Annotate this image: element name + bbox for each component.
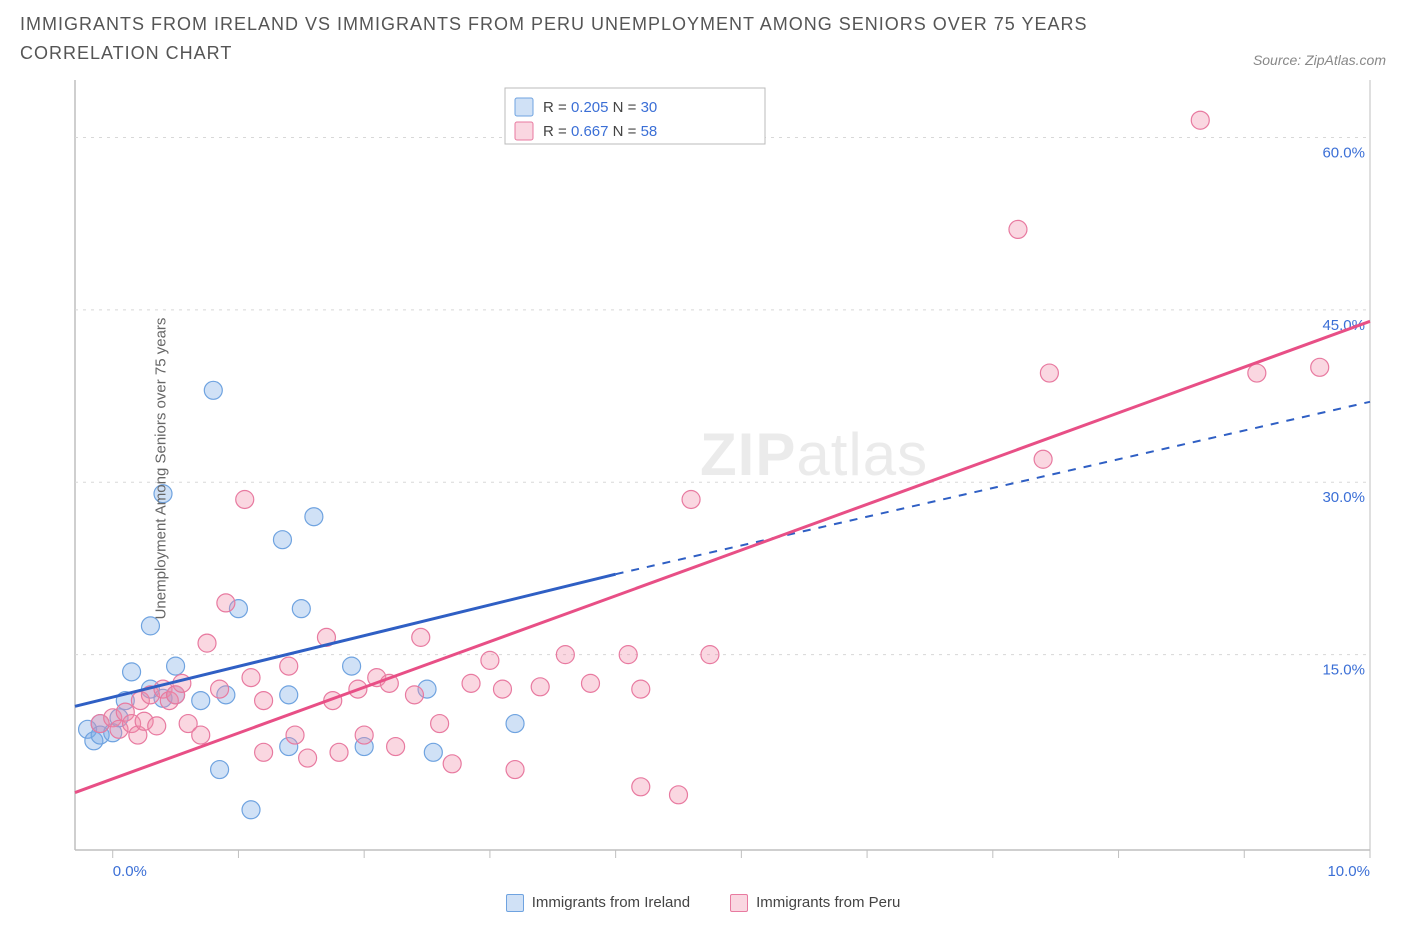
data-point <box>581 674 599 692</box>
legend-swatch <box>730 894 748 912</box>
data-point <box>255 743 273 761</box>
data-point <box>198 634 216 652</box>
legend-label: Immigrants from Peru <box>756 894 900 911</box>
data-point <box>211 760 229 778</box>
data-point <box>424 743 442 761</box>
data-point <box>211 680 229 698</box>
chart-container: Unemployment Among Seniors over 75 years… <box>20 80 1386 910</box>
svg-text:10.0%: 10.0% <box>1327 863 1370 880</box>
data-point <box>632 777 650 795</box>
y-axis-label: Unemployment Among Seniors over 75 years <box>152 317 169 619</box>
legend-item-ireland: Immigrants from Ireland <box>506 894 690 912</box>
data-point <box>632 680 650 698</box>
data-point <box>682 490 700 508</box>
legend-label: Immigrants from Ireland <box>532 894 690 911</box>
data-point <box>204 381 222 399</box>
source-credit: Source: ZipAtlas.com <box>1253 52 1386 68</box>
data-point <box>280 685 298 703</box>
svg-text:60.0%: 60.0% <box>1322 144 1365 161</box>
data-point <box>242 800 260 818</box>
data-point <box>1191 111 1209 129</box>
data-point <box>192 726 210 744</box>
svg-text:R = 0.667 N = 58: R = 0.667 N = 58 <box>543 123 657 140</box>
data-point <box>217 594 235 612</box>
data-point <box>669 785 687 803</box>
data-point <box>462 674 480 692</box>
svg-text:15.0%: 15.0% <box>1322 661 1365 678</box>
data-point <box>701 645 719 663</box>
data-point <box>1034 450 1052 468</box>
data-point <box>305 507 323 525</box>
data-point <box>531 677 549 695</box>
data-point <box>506 714 524 732</box>
data-point <box>556 645 574 663</box>
bottom-legend: Immigrants from Ireland Immigrants from P… <box>20 894 1386 912</box>
data-point <box>299 749 317 767</box>
scatter-chart: 15.0%30.0%45.0%60.0%0.0%10.0%R = 0.205 N… <box>20 80 1380 910</box>
data-point <box>412 628 430 646</box>
data-point <box>481 651 499 669</box>
data-point <box>286 726 304 744</box>
data-point <box>431 714 449 732</box>
legend-item-peru: Immigrants from Peru <box>730 894 900 912</box>
data-point <box>148 716 166 734</box>
data-point <box>405 685 423 703</box>
data-point <box>236 490 254 508</box>
data-point <box>255 691 273 709</box>
data-point <box>123 662 141 680</box>
legend-swatch <box>506 894 524 912</box>
svg-text:R = 0.205 N = 30: R = 0.205 N = 30 <box>543 99 657 116</box>
chart-title: IMMIGRANTS FROM IRELAND VS IMMIGRANTS FR… <box>20 10 1120 68</box>
data-point <box>506 760 524 778</box>
data-point <box>280 657 298 675</box>
data-point <box>355 726 373 744</box>
data-point <box>167 657 185 675</box>
data-point <box>242 668 260 686</box>
data-point <box>1040 364 1058 382</box>
data-point <box>1248 364 1266 382</box>
data-point <box>443 754 461 772</box>
data-point <box>273 530 291 548</box>
data-point <box>493 680 511 698</box>
data-point <box>619 645 637 663</box>
data-point <box>330 743 348 761</box>
data-point <box>343 657 361 675</box>
data-point <box>1009 220 1027 238</box>
data-point <box>387 737 405 755</box>
data-point <box>292 599 310 617</box>
svg-text:30.0%: 30.0% <box>1322 489 1365 506</box>
data-point <box>1311 358 1329 376</box>
trend-line <box>75 321 1370 792</box>
svg-text:0.0%: 0.0% <box>113 863 147 880</box>
data-point <box>192 691 210 709</box>
watermark: ZIPatlas <box>700 420 928 489</box>
data-point <box>173 674 191 692</box>
